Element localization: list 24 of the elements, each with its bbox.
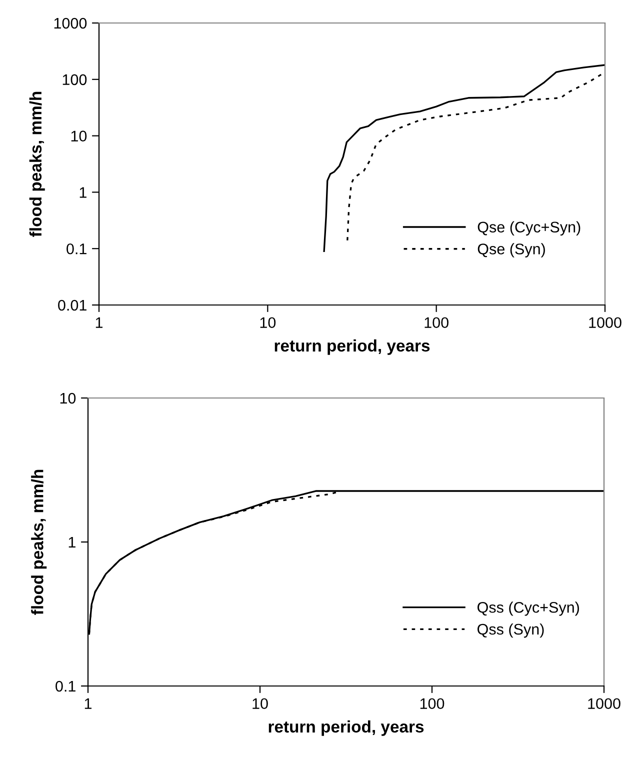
legend-label: Qse (Syn) xyxy=(478,243,545,258)
x-tick-label: 100 xyxy=(424,317,448,328)
y-tick-label: 10 xyxy=(71,130,87,142)
x-tick-label: 100 xyxy=(420,698,444,710)
x-tick-label: 10 xyxy=(252,698,268,710)
legend-label: Qss (Cyc+Syn) xyxy=(478,602,579,616)
y-tick-label: 0.1 xyxy=(56,680,76,692)
y-tick-label: 1 xyxy=(68,537,76,548)
y-tick-label: 10 xyxy=(60,392,76,404)
y-tick-label: 1 xyxy=(80,187,86,198)
x-tick-label: 1 xyxy=(96,317,103,328)
y-tick-label: 1000 xyxy=(54,18,87,29)
legend-label: Qss (Syn) xyxy=(478,623,544,638)
x-axis-title: return period, years xyxy=(274,339,430,355)
x-axis-title: return period, years xyxy=(268,720,424,736)
y-axis-title: flood peaks, mm/h xyxy=(29,92,45,237)
y-tick-label: 0.01 xyxy=(58,300,86,311)
x-tick-label: 1000 xyxy=(588,698,620,710)
y-axis-title: flood peaks, mm/h xyxy=(31,470,47,615)
legend-label: Qse (Cyc+Syn) xyxy=(478,221,580,236)
x-tick-label: 10 xyxy=(260,317,276,328)
x-tick-label: 1000 xyxy=(589,317,622,328)
y-tick-label: 0.1 xyxy=(66,243,86,254)
y-tick-label: 100 xyxy=(62,74,87,86)
